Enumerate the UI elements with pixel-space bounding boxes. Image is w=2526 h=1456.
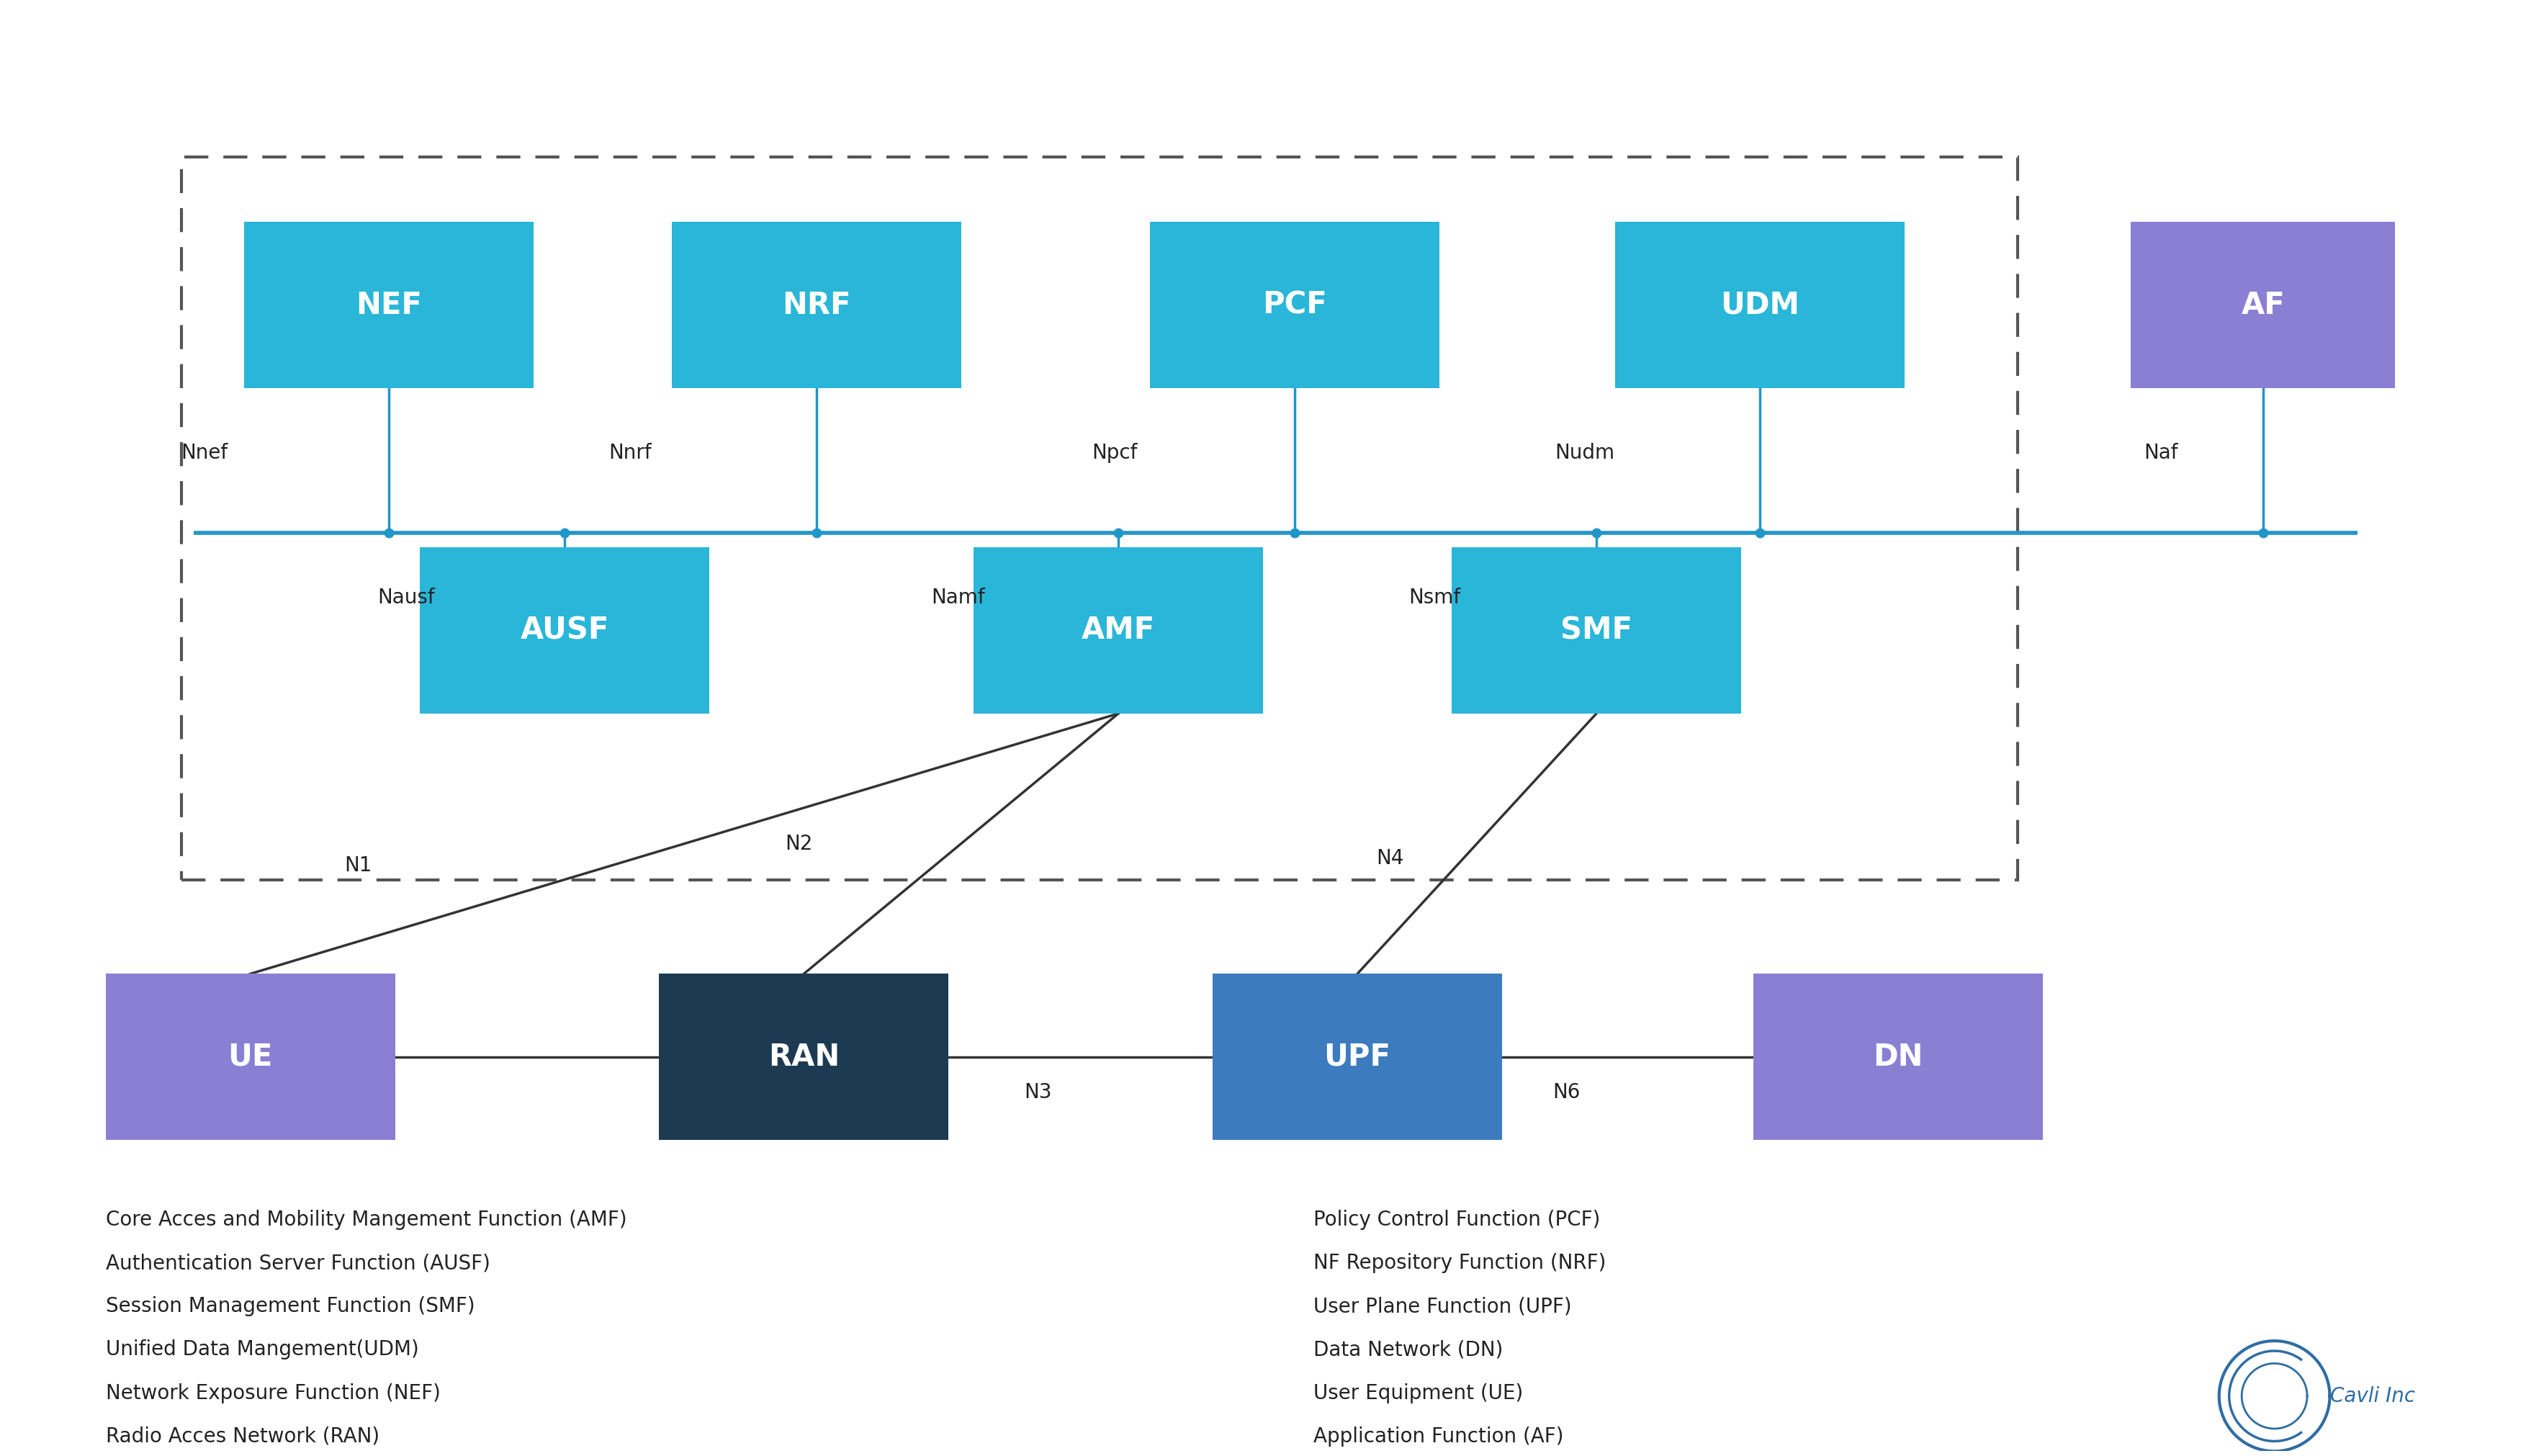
Text: Cavli Inc: Cavli Inc [2329,1386,2415,1406]
Text: Radio Acces Network (RAN): Radio Acces Network (RAN) [106,1427,379,1447]
Text: RAN: RAN [768,1042,839,1072]
Text: UE: UE [227,1042,273,1072]
Text: Policy Control Function (PCF): Policy Control Function (PCF) [1314,1210,1599,1230]
Text: Authentication Server Function (AUSF): Authentication Server Function (AUSF) [106,1254,490,1273]
FancyBboxPatch shape [659,974,947,1140]
Text: Application Function (AF): Application Function (AF) [1314,1427,1564,1447]
Text: NF Repository Function (NRF): NF Repository Function (NRF) [1314,1254,1607,1273]
Text: N1: N1 [344,855,371,875]
Text: N3: N3 [1023,1082,1051,1102]
Text: Nsmf: Nsmf [1410,588,1460,609]
Text: N6: N6 [1553,1082,1579,1102]
FancyBboxPatch shape [1149,221,1440,389]
Text: PCF: PCF [1263,290,1326,320]
FancyBboxPatch shape [1212,974,1503,1140]
Text: N4: N4 [1377,847,1404,868]
FancyBboxPatch shape [973,547,1263,713]
FancyBboxPatch shape [106,974,394,1140]
Text: Nnef: Nnef [182,443,227,463]
Text: UPF: UPF [1324,1042,1392,1072]
Text: SMF: SMF [1561,616,1632,645]
Text: Namf: Namf [932,588,985,609]
FancyBboxPatch shape [1614,221,1905,389]
Text: AF: AF [2241,290,2286,320]
FancyBboxPatch shape [672,221,960,389]
FancyBboxPatch shape [419,547,710,713]
Text: AMF: AMF [1081,616,1154,645]
Text: Session Management Function (SMF): Session Management Function (SMF) [106,1296,475,1316]
Text: Npcf: Npcf [1091,443,1137,463]
Text: N2: N2 [786,834,813,853]
Text: Nausf: Nausf [376,588,434,609]
Text: User Plane Function (UPF): User Plane Function (UPF) [1314,1296,1571,1316]
Text: Network Exposure Function (NEF): Network Exposure Function (NEF) [106,1383,440,1404]
Text: Naf: Naf [2145,443,2177,463]
Text: NEF: NEF [356,290,422,320]
FancyBboxPatch shape [245,221,533,389]
Text: Nnrf: Nnrf [609,443,652,463]
Text: User Equipment (UE): User Equipment (UE) [1314,1383,1523,1404]
Text: Nudm: Nudm [1556,443,1614,463]
Text: UDM: UDM [1720,290,1799,320]
FancyBboxPatch shape [1452,547,1740,713]
Text: DN: DN [1874,1042,1922,1072]
Text: AUSF: AUSF [520,616,609,645]
Text: NRF: NRF [783,290,851,320]
Text: Core Acces and Mobility Mangement Function (AMF): Core Acces and Mobility Mangement Functi… [106,1210,626,1230]
FancyBboxPatch shape [1753,974,2044,1140]
Text: Unified Data Mangement(UDM): Unified Data Mangement(UDM) [106,1340,419,1360]
FancyBboxPatch shape [2132,221,2395,389]
Text: Data Network (DN): Data Network (DN) [1314,1340,1503,1360]
